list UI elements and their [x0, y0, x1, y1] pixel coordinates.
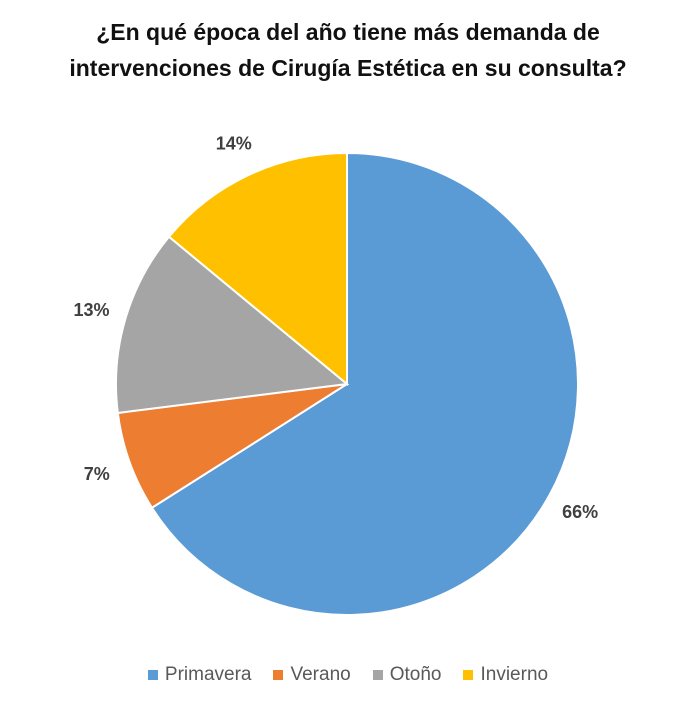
data-label-primavera: 66% — [562, 502, 598, 522]
data-label-otoño: 13% — [74, 300, 110, 320]
legend-item: Verano — [273, 664, 351, 686]
legend-swatch — [372, 670, 383, 680]
legend-swatch — [273, 670, 284, 680]
slice-verano — [116, 383, 348, 510]
legend-label: Otoño — [389, 664, 442, 685]
legend-label: Primavera — [164, 664, 252, 685]
legend-item: Invierno — [463, 664, 548, 686]
chart-title: ¿En qué época del año tiene más demanda … — [0, 14, 696, 86]
chart-title-line-1: ¿En qué época del año tiene más demanda … — [96, 19, 600, 45]
slice-primavera — [150, 151, 579, 616]
legend-label: Verano — [290, 664, 351, 685]
legend: Primavera Verano Otoño Invierno — [0, 664, 696, 686]
slice-otoño — [115, 235, 350, 415]
legend-item: Primavera — [147, 664, 252, 686]
slice-invierno — [167, 151, 348, 387]
data-label-verano: 7% — [84, 464, 110, 484]
chart-title-line-2: intervenciones de Cirugía Estética en su… — [69, 55, 627, 81]
data-label-invierno: 14% — [216, 133, 252, 153]
legend-item: Otoño — [372, 664, 442, 686]
legend-swatch — [147, 670, 158, 680]
legend-label: Invierno — [480, 664, 549, 685]
legend-swatch — [463, 670, 474, 680]
